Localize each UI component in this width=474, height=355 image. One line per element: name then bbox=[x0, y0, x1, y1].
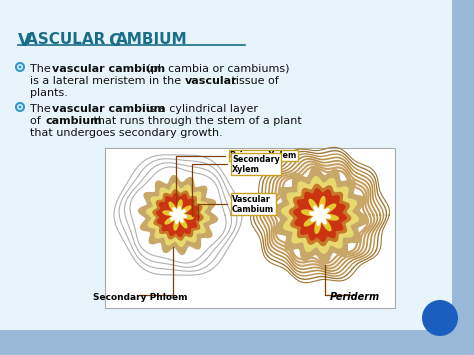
Text: ASCULAR: ASCULAR bbox=[26, 32, 110, 47]
Text: cambium: cambium bbox=[46, 116, 103, 126]
Polygon shape bbox=[301, 197, 338, 233]
Text: tissue of: tissue of bbox=[228, 76, 279, 86]
Circle shape bbox=[18, 105, 21, 109]
Text: vascular cambium: vascular cambium bbox=[52, 104, 165, 114]
Polygon shape bbox=[310, 205, 330, 225]
Text: vascular cambium: vascular cambium bbox=[52, 64, 165, 74]
Text: that undergoes secondary growth.: that undergoes secondary growth. bbox=[30, 128, 223, 138]
Text: Periderm: Periderm bbox=[330, 292, 380, 302]
Circle shape bbox=[18, 66, 21, 69]
Polygon shape bbox=[153, 190, 203, 240]
FancyBboxPatch shape bbox=[452, 0, 474, 355]
Polygon shape bbox=[272, 167, 368, 263]
Text: AMBIUM: AMBIUM bbox=[116, 32, 188, 47]
Circle shape bbox=[422, 300, 458, 336]
FancyBboxPatch shape bbox=[0, 330, 474, 355]
Text: Secondary Phloem: Secondary Phloem bbox=[93, 293, 187, 302]
Text: The: The bbox=[30, 64, 54, 74]
Polygon shape bbox=[282, 177, 358, 253]
Text: Primary Xylem: Primary Xylem bbox=[176, 151, 296, 204]
Text: Secondary
Xylem: Secondary Xylem bbox=[192, 154, 280, 216]
Polygon shape bbox=[170, 207, 186, 223]
Text: is a cylindrical layer: is a cylindrical layer bbox=[143, 104, 258, 114]
Text: of: of bbox=[30, 116, 44, 126]
FancyBboxPatch shape bbox=[105, 148, 395, 308]
Polygon shape bbox=[294, 189, 346, 241]
Text: (pl. cambia or cambiums): (pl. cambia or cambiums) bbox=[143, 64, 290, 74]
Polygon shape bbox=[290, 184, 351, 246]
Polygon shape bbox=[163, 200, 193, 230]
Text: vascular: vascular bbox=[185, 76, 237, 86]
Text: that runs through the stem of a plant: that runs through the stem of a plant bbox=[90, 116, 302, 126]
Polygon shape bbox=[147, 184, 210, 246]
Text: V: V bbox=[18, 32, 31, 50]
Polygon shape bbox=[139, 176, 218, 254]
Polygon shape bbox=[156, 193, 200, 236]
Text: C: C bbox=[108, 32, 120, 50]
Text: is a lateral meristem in the: is a lateral meristem in the bbox=[30, 76, 185, 86]
Text: Vascular
Cambium: Vascular Cambium bbox=[198, 195, 274, 220]
Text: The: The bbox=[30, 104, 54, 114]
Text: plants.: plants. bbox=[30, 88, 68, 98]
